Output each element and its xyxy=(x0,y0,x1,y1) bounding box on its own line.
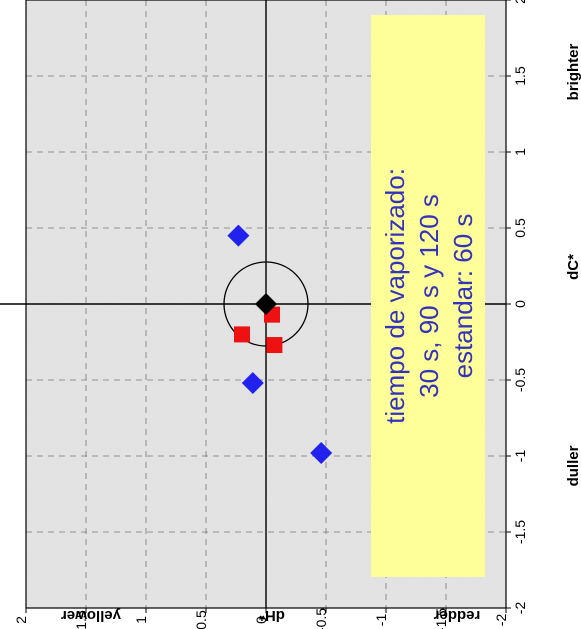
diamond-point xyxy=(241,372,264,395)
x-tick-label: -0.5 xyxy=(512,368,528,392)
annotation-line-3: estandar: 60 s xyxy=(448,214,478,379)
x-tick-label: -1.5 xyxy=(512,520,528,544)
x-tick-label: 2 xyxy=(512,0,528,4)
tolerance-circle xyxy=(223,261,309,347)
x-axis-title: dC* xyxy=(565,254,581,280)
y-axis-title: dH* xyxy=(259,607,285,624)
x-tick-label: -2 xyxy=(512,602,528,615)
standard-point xyxy=(255,293,277,315)
x-tick-label: 1.5 xyxy=(512,66,528,86)
y-tick-label: 1 xyxy=(133,616,149,624)
y-axis-low-label: redder xyxy=(433,607,480,624)
annotation-line-2: 30 s, 90 s y 120 s xyxy=(414,194,444,398)
x-axis-high-label: brighter xyxy=(565,44,581,101)
x-tick-label: 1 xyxy=(512,148,528,156)
square-point xyxy=(234,326,250,343)
y-tick-label: 2 xyxy=(13,616,29,624)
x-tick-label: -1 xyxy=(512,450,528,463)
axis-titles: dC* duller brighter dH* yellower redder xyxy=(61,44,581,624)
y-tick-label: 0 xyxy=(253,616,269,624)
y-tick-label: -1.5 xyxy=(433,608,449,629)
x-tick-label: 0.5 xyxy=(512,218,528,238)
annotation-background xyxy=(371,15,485,577)
x-axis-low-label: duller xyxy=(565,445,581,486)
y-tick-labels: 2 1.5 1 0.5 0 -0.5 -1 -1.5 -2 xyxy=(13,608,509,629)
y-tick-label: -2 xyxy=(493,614,509,627)
y-tick-label: 0.5 xyxy=(193,610,209,629)
tolerance-circle-layer xyxy=(223,261,309,347)
data-marks xyxy=(227,224,333,464)
square-point xyxy=(266,337,283,354)
y-tick-label: -1 xyxy=(373,614,389,627)
diamond-point xyxy=(310,441,333,464)
y-tick-label: -0.5 xyxy=(313,608,329,629)
diamond-point xyxy=(227,224,250,247)
annotation-line-1: tiempo de vaporizado: xyxy=(380,168,410,424)
y-axis-high-label: yellower xyxy=(61,607,121,624)
annotation-box: tiempo de vaporizado: 30 s, 90 s y 120 s… xyxy=(371,15,485,577)
x-tick-labels: -2 -1.5 -1 -0.5 0 0.5 1 1.5 2 xyxy=(512,0,528,614)
x-tick-label: 0 xyxy=(512,300,528,308)
y-tick-label: 1.5 xyxy=(73,610,89,629)
